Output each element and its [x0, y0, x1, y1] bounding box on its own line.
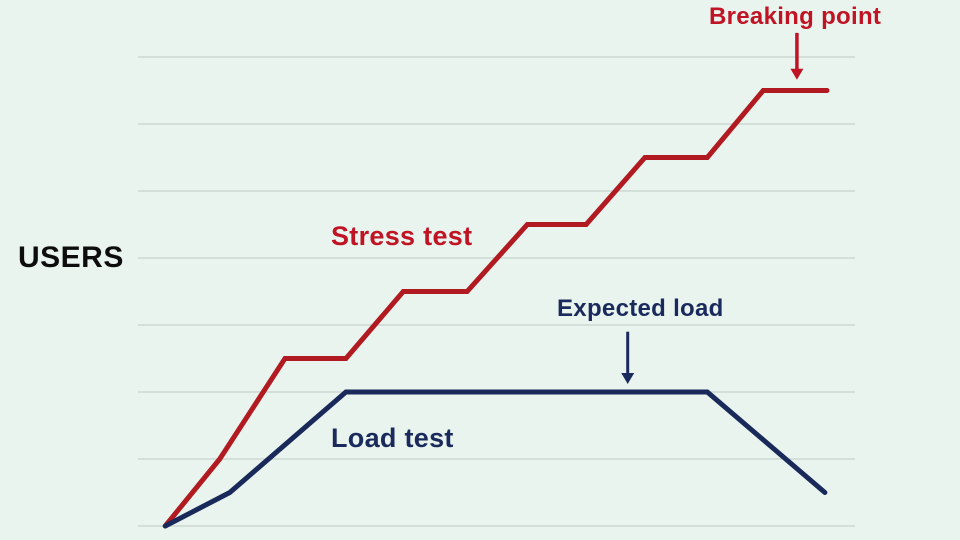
load-test-series-label: Load test: [331, 423, 454, 453]
stress-test-series-label: Stress test: [331, 221, 473, 251]
expected-load-annotation: Expected load: [557, 295, 724, 322]
breaking-point-annotation: Breaking point: [709, 3, 882, 30]
y-axis-label: USERS: [18, 241, 124, 274]
